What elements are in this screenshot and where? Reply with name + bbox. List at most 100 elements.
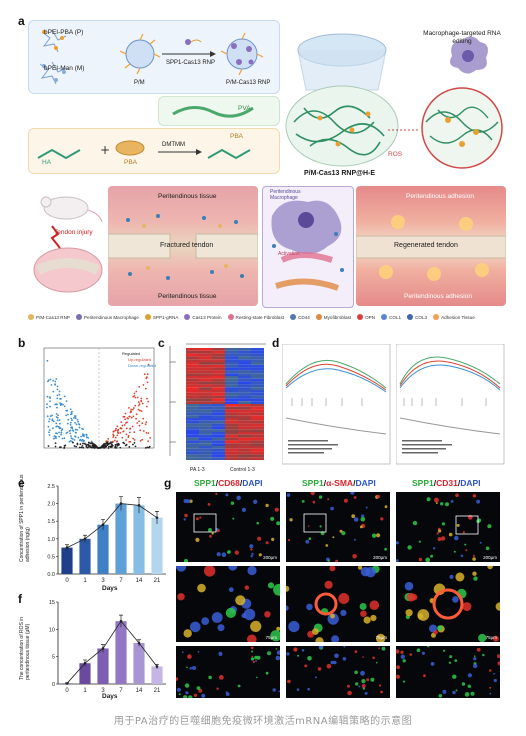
heatmap-cell <box>251 420 264 424</box>
volcano-point <box>121 424 124 427</box>
heatmap-cell <box>199 353 212 357</box>
volcano-point <box>54 445 57 448</box>
heatmap-cell <box>251 364 264 368</box>
heatmap-cell <box>199 373 212 376</box>
heatmap-cell <box>186 418 199 421</box>
volcano-point <box>46 403 48 406</box>
heatmap-cell <box>212 348 225 351</box>
heatmap-cell <box>186 384 199 388</box>
volcano-point <box>115 447 118 449</box>
heatmap-cell <box>225 359 238 362</box>
pva-label: PVA <box>238 105 251 112</box>
heatmap-cell <box>186 412 199 416</box>
volcano-point <box>117 444 120 446</box>
volcano-point <box>120 421 123 423</box>
x-tick-label: 14 <box>136 578 143 584</box>
volcano-point <box>135 417 137 420</box>
heatmap-cell <box>251 350 264 354</box>
heatmap-cell <box>199 426 212 430</box>
heatmap-cell <box>225 390 238 393</box>
svg-text:+: + <box>100 143 110 157</box>
y-tick-label: 1.5 <box>47 519 55 525</box>
heatmap-cell <box>251 432 264 435</box>
trend-point <box>119 502 123 505</box>
legend-label: SPP1-gRNA <box>152 314 179 320</box>
heatmap-cell <box>251 451 264 455</box>
volcano-point <box>56 397 59 400</box>
volcano-point <box>128 407 130 409</box>
heatmap-cell <box>186 448 199 452</box>
heatmap-cell <box>212 443 225 446</box>
volcano-point <box>119 446 122 449</box>
heatmap-cell <box>251 437 264 441</box>
heatmap-cell <box>199 434 212 438</box>
volcano-point <box>80 439 83 442</box>
heatmap-cell <box>186 420 199 424</box>
volcano-point <box>146 397 148 400</box>
heatmap-cell <box>225 454 238 458</box>
volcano-point <box>128 446 131 448</box>
panel-a-label: a <box>18 14 25 28</box>
heatmap-cell <box>238 362 251 365</box>
volcano-point <box>51 414 53 417</box>
volcano-point <box>69 408 72 411</box>
volcano-point <box>145 377 148 380</box>
heatmap-cell <box>199 370 212 374</box>
volcano-point <box>137 408 140 411</box>
volcano-point <box>134 404 137 407</box>
heatmap-cell <box>225 420 238 424</box>
heatmap-cell <box>225 378 238 382</box>
legend-label: Resting-state Fibroblast <box>235 314 285 320</box>
volcano-point <box>112 436 115 438</box>
volcano-point <box>67 418 70 421</box>
volcano-point <box>125 439 127 441</box>
heatmap-cell <box>225 370 238 374</box>
heatmap-cell <box>238 446 251 449</box>
volcano-point <box>132 415 135 418</box>
bar <box>151 517 163 574</box>
volcano-point <box>48 429 51 432</box>
volcano-point <box>105 440 108 443</box>
heatmap-cell <box>238 378 251 382</box>
volcano-point <box>55 403 58 406</box>
ha-reaction: + <box>37 140 251 160</box>
volcano-point <box>87 437 90 439</box>
heatmap-cell <box>199 356 212 360</box>
volcano-point <box>48 420 50 423</box>
volcano-point <box>74 431 77 434</box>
legend-item: COL3 <box>407 314 427 320</box>
heatmap-cell <box>238 448 251 452</box>
volcano-point <box>141 438 144 441</box>
scale-bar-label: 75μm <box>485 635 497 640</box>
volcano-point <box>74 428 77 431</box>
volcano-point <box>105 445 107 448</box>
heatmap-cell <box>251 390 264 393</box>
volcano-point <box>107 447 110 449</box>
trend-point <box>65 682 69 685</box>
volcano-point <box>121 436 124 439</box>
legend-label: Myofibroblast <box>323 314 352 320</box>
heatmap-cell <box>225 387 238 390</box>
heatmap-cell <box>238 429 251 432</box>
heatmap-cell <box>199 348 212 351</box>
legend-label: OPN <box>365 314 376 320</box>
volcano-legend-down: Down-regulated <box>128 363 157 368</box>
volcano-point <box>63 395 66 398</box>
header-col2: SPP1/α-SMA/DAPI <box>302 478 376 488</box>
volcano-point <box>47 379 50 382</box>
scale-bar-label: 75μm <box>375 635 387 640</box>
volcano-point <box>58 435 61 438</box>
heatmap-cell <box>186 415 199 418</box>
volcano-point <box>149 437 151 439</box>
volcano-point <box>106 441 109 444</box>
volcano-point <box>136 396 139 399</box>
regenerated-tendon-label: Regenerated tendon <box>394 242 458 249</box>
heatmap-cell <box>199 387 212 390</box>
volcano-point <box>72 441 74 444</box>
volcano-point <box>141 402 144 405</box>
heatmap-cell <box>186 437 199 441</box>
y-tick-label: 10 <box>49 627 55 633</box>
heatmap-cell <box>238 420 251 424</box>
heatmap-cell <box>186 376 199 379</box>
heatmap-cell <box>186 398 199 402</box>
